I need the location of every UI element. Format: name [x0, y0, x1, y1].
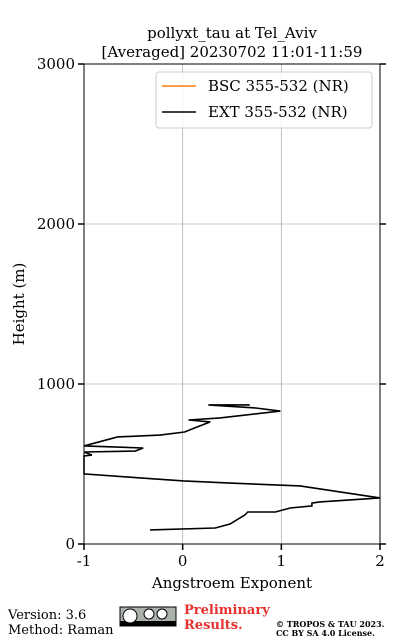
version: Version: 3.6 — [7, 608, 86, 623]
license: CC BY SA 4.0 License. — [276, 628, 375, 638]
y-tick-label: 0 — [65, 535, 75, 553]
chart-title: pollyxt_tau at Tel_Aviv — [147, 24, 317, 42]
y-tick-label: 1000 — [37, 375, 75, 393]
legend-box — [155, 71, 373, 129]
legend-label: EXT 355-532 (NR) — [208, 103, 348, 121]
x-tick-label: 2 — [375, 552, 385, 570]
copyright: © TROPOS & TAU 2023. — [276, 619, 385, 629]
method: Method: Raman — [8, 623, 114, 638]
status-line: Preliminary Results. — [184, 603, 270, 633]
y-axis-label: Height (m) — [10, 263, 28, 346]
chart-subtitle: [Averaged] 20230702 11:01-11:59 — [102, 43, 363, 61]
x-tick-label: 0 — [178, 552, 188, 570]
x-tick-label: -1 — [77, 552, 92, 570]
x-tick-label: 1 — [277, 552, 287, 570]
y-tick-label: 2000 — [37, 215, 75, 233]
status-word: Preliminary — [184, 603, 270, 618]
legend-label: BSC 355-532 (NR) — [208, 77, 349, 95]
y-tick-label: 3000 — [37, 55, 75, 73]
status-word: Results. — [184, 618, 243, 633]
plot-frame — [83, 63, 381, 545]
x-axis-label: Angstroem Exponent — [151, 574, 312, 592]
cc-logo — [119, 606, 177, 627]
profile-line — [83, 404, 381, 531]
